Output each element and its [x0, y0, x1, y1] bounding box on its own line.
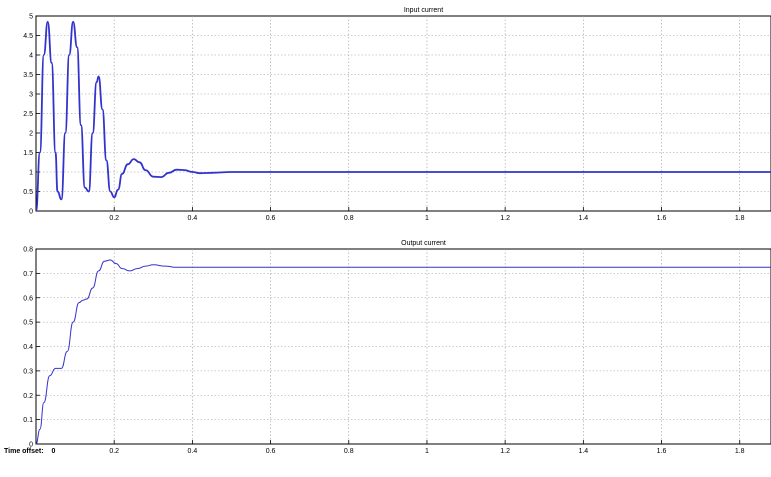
input-current-ytick-label: 4: [29, 53, 33, 60]
input-current-ytick-label: 5: [29, 14, 33, 21]
input-current-xtick-label: 1.2: [500, 215, 510, 222]
output-current-xtick-label: 0.2: [109, 448, 119, 455]
input-current-ytick-label: 2.5: [23, 111, 33, 118]
output-current-ytick-label: 0.3: [23, 368, 33, 375]
output-current-xtick-label: 0.8: [344, 448, 354, 455]
output-current-xtick-label: 1.6: [657, 448, 667, 455]
output-current-ytick-label: 0.1: [23, 417, 33, 424]
input-current-ytick-label: 0.5: [23, 189, 33, 196]
output-current-xtick-label: 1.2: [500, 448, 510, 455]
time-offset-value: 0: [51, 448, 56, 455]
output-current-ytick-label: 0.7: [23, 271, 33, 278]
output-current-ytick-label: 0: [29, 442, 33, 449]
output-current-ytick-label: 0.6: [23, 295, 33, 302]
output-current-panel: Output current 0.2 0.4 0.6 0.8 1 1.2 1.4 1.6 1.8 0…: [23, 240, 771, 455]
input-current-title: Input current: [404, 7, 443, 14]
input-current-xtick-label: 1: [425, 215, 429, 222]
output-current-ytick-label: 0.5: [23, 320, 33, 327]
output-current-ytick-label: 0.8: [23, 247, 33, 254]
input-current-ytick-label: 1.5: [23, 150, 33, 157]
output-current-xtick-label: 1.8: [735, 448, 745, 455]
input-current-ytick-label: 3.5: [23, 72, 33, 79]
time-offset-label: Time offset:: [4, 448, 44, 455]
input-current-ytick-label: 0: [29, 209, 33, 216]
output-current-xtick-label: 0.4: [188, 448, 198, 455]
output-current-xtick-label: 1: [425, 448, 429, 455]
output-current-title: Output current: [401, 240, 446, 247]
input-current-panel: Input current 0.2 0.4 0.6 0.8 1 1.2 1.4 1.6 1.8 0 0…: [23, 7, 771, 222]
output-current-xtick-label: 1.4: [578, 448, 588, 455]
input-current-series-line-0: [35, 20, 771, 212]
input-current-xtick-label: 0.2: [109, 215, 119, 222]
input-current-ytick-label: 2: [29, 131, 33, 138]
time-offset-readout: Time offset: 0: [4, 448, 61, 455]
input-current-xtick-label: 0.8: [344, 215, 354, 222]
output-current-series-line-0: [35, 259, 771, 445]
output-current-xtick-label: 0.6: [266, 448, 276, 455]
input-current-xtick-label: 1.6: [657, 215, 667, 222]
output-current-ytick-label: 0.4: [23, 344, 33, 351]
input-current-xtick-label: 0.4: [188, 215, 198, 222]
input-current-ytick-label: 3: [29, 92, 33, 99]
input-current-xtick-label: 1.8: [735, 215, 745, 222]
output-current-ytick-label: 0.2: [23, 393, 33, 400]
input-current-ytick-label: 4.5: [23, 33, 33, 40]
input-current-ytick-label: 1: [29, 170, 33, 177]
input-current-xtick-label: 1.4: [578, 215, 588, 222]
input-current-xtick-label: 0.6: [266, 215, 276, 222]
